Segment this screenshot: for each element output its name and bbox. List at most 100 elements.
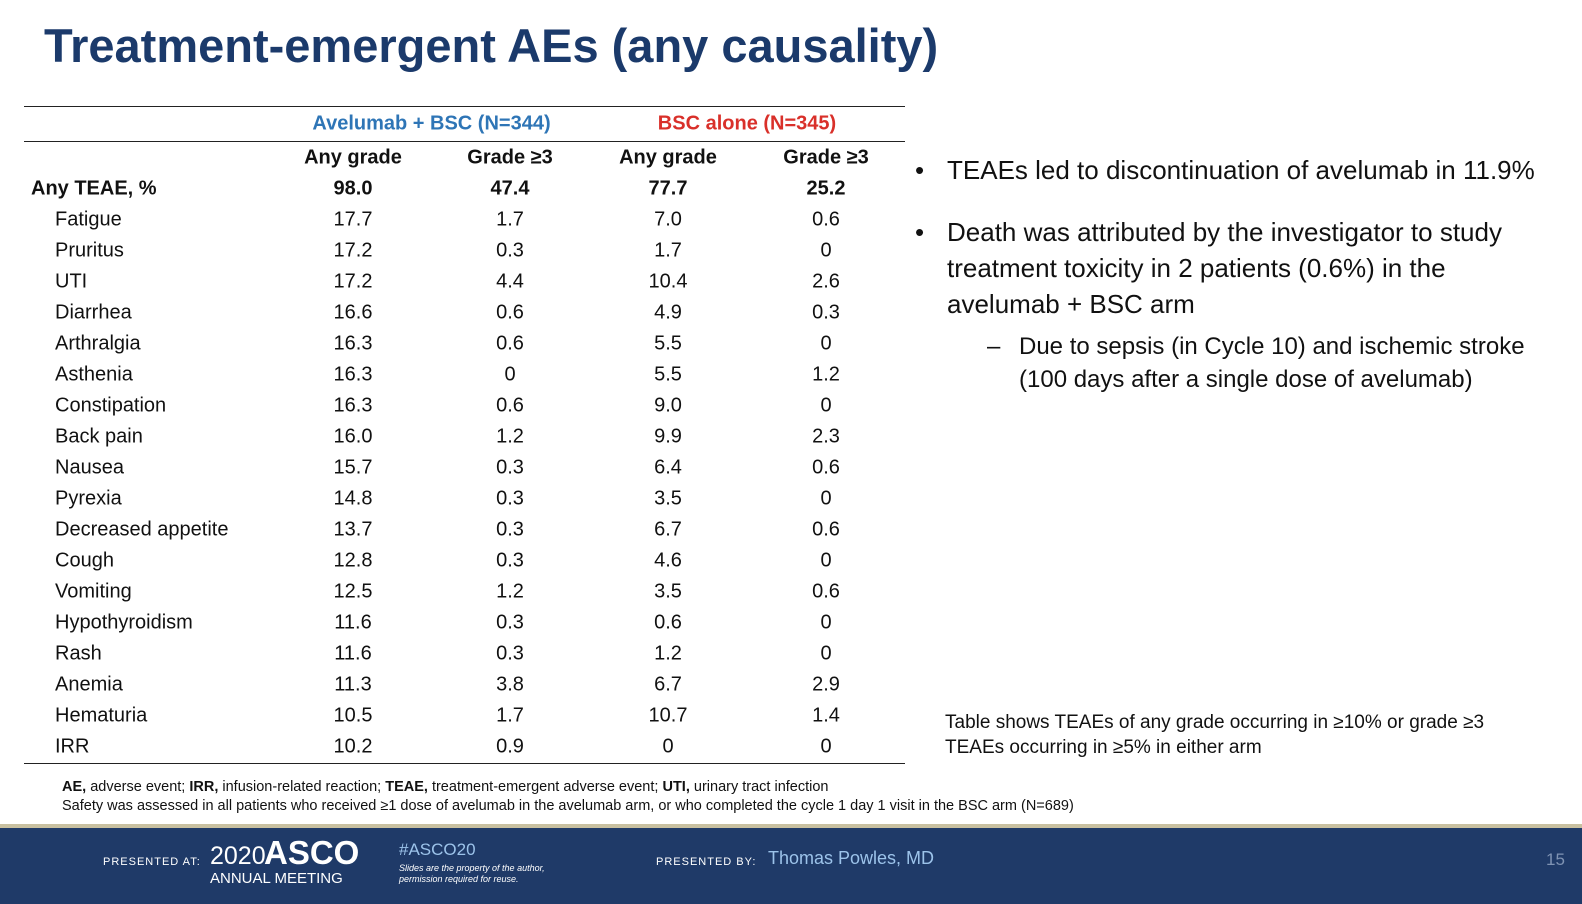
row-label: Diarrhea [55, 301, 132, 324]
table-cell: 4.4 [496, 270, 524, 293]
table-cell: 1.4 [812, 704, 840, 727]
table-cell: 5.5 [654, 363, 682, 386]
row-label: Back pain [55, 425, 143, 448]
table-cell: 0.3 [496, 456, 524, 479]
table-cell: 16.0 [333, 425, 373, 448]
table-cell: 1.2 [496, 580, 524, 603]
abbr-definition: treatment-emergent adverse event; [431, 779, 659, 795]
table-cell: 13.7 [333, 518, 373, 541]
table-cell: 9.9 [654, 425, 682, 448]
table-cell: 16.6 [333, 301, 373, 324]
table-cell: 6.7 [654, 673, 682, 696]
table-cell: 6.7 [654, 518, 682, 541]
presenter: Thomas Powles, MD [768, 848, 935, 868]
table-cell: 0 [662, 735, 674, 758]
row-label: Constipation [55, 394, 167, 417]
row-label: Fatigue [55, 208, 122, 231]
row-label: Cough [55, 549, 114, 572]
table-cell: 2.6 [812, 270, 840, 293]
table-cell: 0.3 [496, 642, 524, 665]
table-cell: 0.3 [812, 301, 840, 324]
row-label: Asthenia [55, 363, 133, 386]
table-cell: 16.3 [333, 332, 373, 355]
table-cell: 0.6 [812, 518, 840, 541]
table-cell: 0.3 [496, 549, 524, 572]
footnotes: AE, adverse event; IRR, infusion-related… [62, 778, 1074, 816]
table-cell: 16.3 [333, 363, 373, 386]
table-cell: 0.3 [496, 487, 524, 510]
table-cell: 0.6 [496, 332, 524, 355]
disclaimer: Slides are the property of the author, p… [399, 863, 545, 884]
row-label: Pyrexia [55, 487, 122, 510]
table-cell: 0.6 [812, 456, 840, 479]
table-cell: 10.7 [648, 704, 688, 727]
column-header: Grade ≥3 [467, 146, 553, 169]
rule [24, 106, 905, 107]
column-header: Grade ≥3 [783, 146, 869, 169]
table-cell: 1.7 [496, 208, 524, 231]
meeting-name: ANNUAL MEETING [210, 870, 343, 887]
table-cell: 0.6 [812, 208, 840, 231]
table-cell: 2.3 [812, 425, 840, 448]
table-cell: 98.0 [333, 177, 373, 200]
table-cell: 4.9 [654, 301, 682, 324]
row-label: IRR [55, 735, 90, 758]
presented-at: PRESENTED AT: [103, 856, 201, 868]
table-cell: 0 [820, 642, 832, 665]
safety-note: Safety was assessed in all patients who … [62, 798, 1074, 814]
abbr-definition: infusion-related reaction; [222, 779, 382, 795]
table-cell: 5.5 [654, 332, 682, 355]
table-cell: 9.0 [654, 394, 682, 417]
table-cell: 10.5 [333, 704, 373, 727]
table-cell: 1.2 [812, 363, 840, 386]
row-label: Any TEAE, % [31, 177, 157, 200]
row-label: Hypothyroidism [55, 611, 193, 634]
table-cell: 1.2 [496, 425, 524, 448]
table-cell: 11.6 [334, 642, 372, 665]
table-cell: 12.8 [333, 549, 373, 572]
table-cell: 11.3 [334, 673, 372, 696]
rule [24, 763, 905, 764]
table-cell: 6.4 [654, 456, 682, 479]
group-header: BSC alone (N=345) [657, 112, 837, 135]
table-cell: 7.0 [654, 208, 682, 231]
table-cell: 0.3 [496, 518, 524, 541]
row-label: Arthralgia [55, 332, 141, 355]
table-cell: 0.6 [812, 580, 840, 603]
sub-bullet: Due to sepsis (in Cycle 10) and ischemic… [987, 330, 1555, 396]
table-cell: 3.5 [654, 487, 682, 510]
table-cell: 0.6 [496, 301, 524, 324]
abbr-term: IRR, [189, 779, 219, 795]
row-label: Decreased appetite [55, 518, 229, 541]
abbr-definition: urinary tract infection [693, 779, 829, 795]
table-cell: 0.3 [496, 239, 524, 262]
table-note: Table shows TEAEs of any grade occurring… [945, 712, 1485, 758]
page-number: 15 [1546, 850, 1565, 869]
rule [24, 141, 905, 142]
table-cell: 16.3 [333, 394, 373, 417]
table-cell: 17.2 [333, 270, 373, 293]
table-cell: 10.2 [333, 735, 373, 758]
presented-by: PRESENTED BY: [656, 856, 757, 868]
column-header: Any grade [304, 146, 402, 169]
bullet: Death was attributed by the investigator… [915, 214, 1555, 396]
abbr-definition: adverse event; [90, 779, 186, 795]
table-cell: 77.7 [648, 177, 688, 200]
table-cell: 11.6 [334, 611, 372, 634]
asco-year: 2020 [210, 842, 266, 870]
table-cell: 0.6 [654, 611, 682, 634]
table-cell: 1.7 [496, 704, 524, 727]
hashtag: #ASCO20 [399, 840, 476, 859]
row-label: Hematuria [55, 704, 148, 727]
table-cell: 0 [820, 549, 832, 572]
table-cell: 10.4 [648, 270, 688, 293]
column-header: Any grade [619, 146, 717, 169]
table-cell: 3.5 [654, 580, 682, 603]
table-cell: 1.7 [654, 239, 682, 262]
table-cell: 0 [820, 735, 832, 758]
slide-title: Treatment-emergent AEs (any causality) [44, 19, 939, 72]
abbr-term: AE, [62, 779, 87, 795]
table-cell: 1.2 [654, 642, 682, 665]
row-label: Nausea [55, 456, 124, 479]
